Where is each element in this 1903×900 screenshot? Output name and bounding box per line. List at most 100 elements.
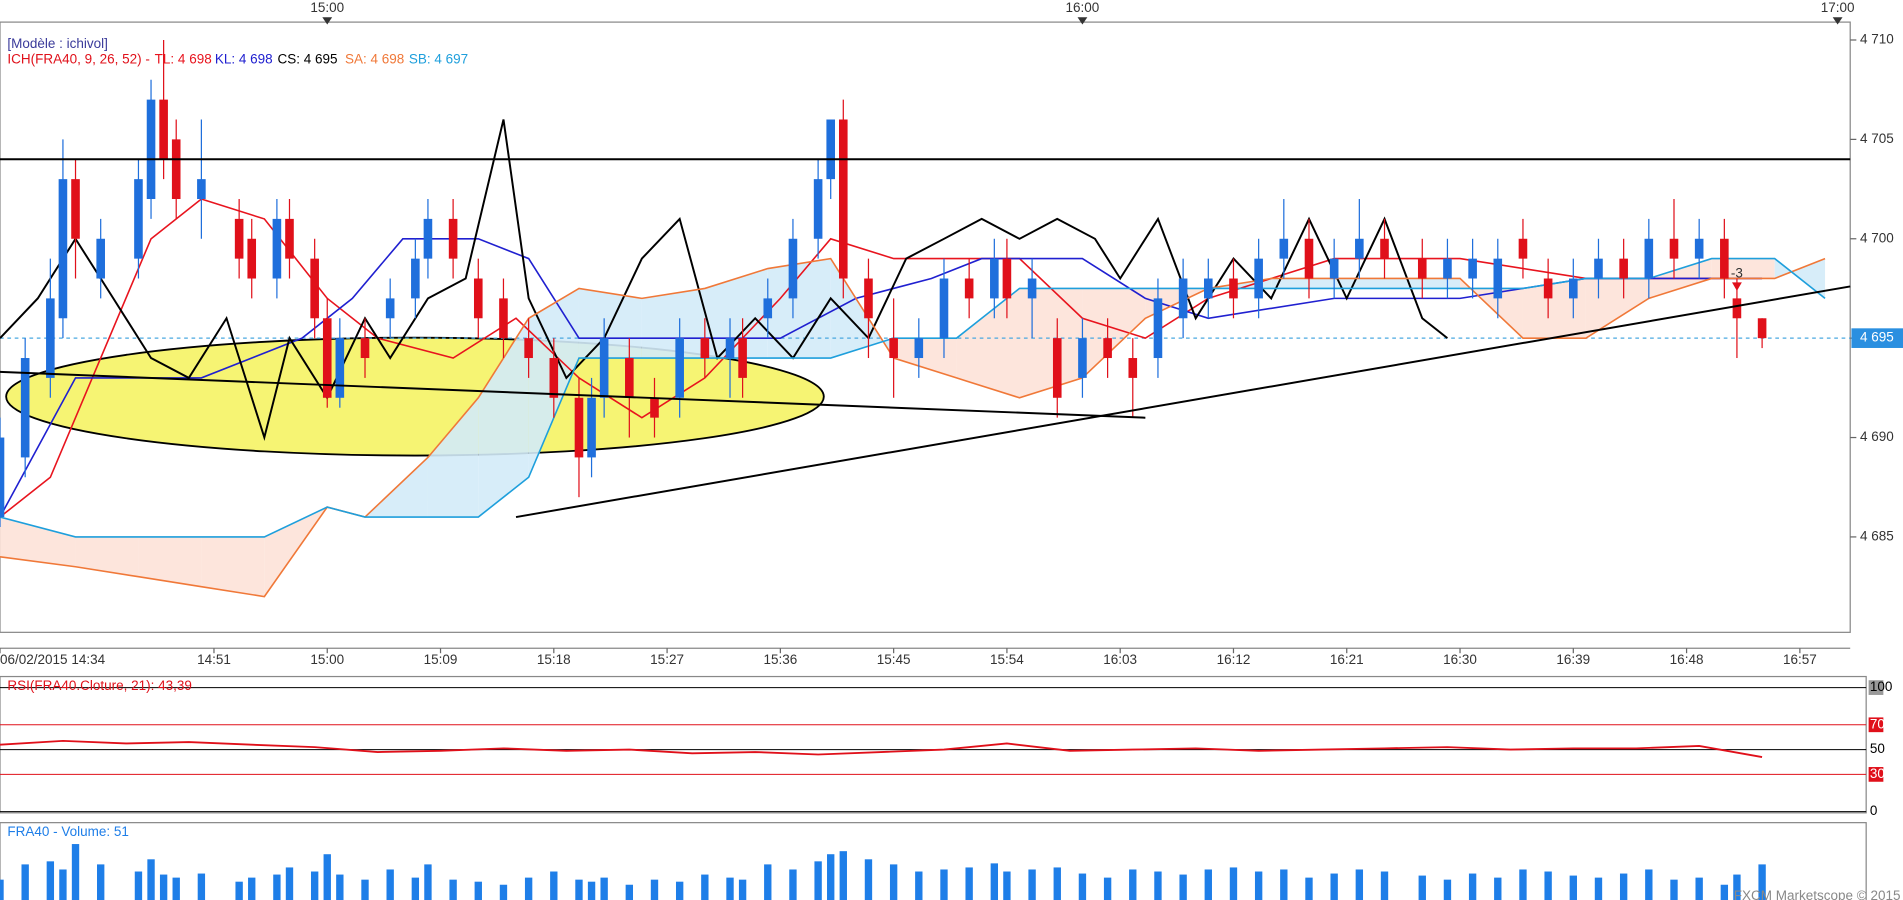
candle-body [574, 397, 584, 458]
trend-line [515, 285, 1851, 519]
candle-body [71, 179, 80, 239]
x-tick-label: 14:51 [197, 652, 231, 667]
candle-body [914, 338, 924, 359]
volume-bar [650, 879, 659, 900]
volume-bar [726, 877, 734, 900]
volume-bar [814, 861, 822, 900]
x-tick-label: 06/02/2015 14:34 [0, 652, 106, 667]
y-tick-box [1868, 717, 1884, 733]
volume-bar [0, 879, 4, 900]
volume-bar [1053, 867, 1061, 900]
candle-body [1329, 258, 1339, 279]
candle-body [1229, 278, 1238, 299]
volume-bar [550, 871, 558, 900]
candle-body [1153, 298, 1163, 359]
y-tick-label: 30 [1870, 766, 1885, 781]
top-tick [1832, 17, 1843, 25]
watermark: FXCM Marketscope © 2015 [1734, 888, 1901, 900]
x-tick-label: 15:45 [877, 652, 911, 667]
y-tick-label: 70 [1870, 716, 1885, 731]
volume-bar [1418, 875, 1426, 900]
volume-bar [71, 844, 80, 900]
y-tick-label: 100 [1870, 679, 1893, 694]
cloud [767, 258, 831, 359]
volume-bar [474, 881, 482, 900]
candle-body [524, 338, 533, 359]
template-title: [Modèle : ichivol] [7, 36, 108, 51]
cloud [1585, 278, 1649, 339]
volume-bar [1695, 877, 1703, 900]
volume-bar [273, 874, 281, 900]
volume-bar [134, 871, 143, 900]
candle-body [46, 298, 55, 378]
candle-body [1103, 338, 1112, 359]
marker-arrow [1732, 282, 1742, 291]
candle-body [473, 278, 483, 319]
legend-entry: KL: 4 698 [215, 52, 273, 67]
candle-body [96, 238, 105, 279]
x-tick-label: 15:09 [424, 652, 458, 667]
last-price-label: 4 695 [1860, 330, 1894, 345]
candle-body [650, 397, 659, 418]
candle-body [725, 338, 735, 359]
cloud [1271, 278, 1335, 289]
y-tick-label: 4 700 [1860, 230, 1894, 245]
legend-entry: CS: 4 695 [277, 52, 337, 67]
candle-body [360, 338, 370, 359]
volume-bar [675, 881, 684, 900]
candle-body [1493, 258, 1503, 299]
x-tick-label: 15:00 [310, 652, 344, 667]
volume-bar [827, 854, 835, 900]
volume-bar [738, 879, 747, 900]
volume-bar [1758, 864, 1766, 900]
volume-bar [59, 869, 67, 900]
x-tick-label: 16:03 [1103, 652, 1137, 667]
volume-bar [336, 874, 344, 900]
candle-body [285, 218, 294, 259]
cloud [478, 318, 529, 518]
last-price-box [1851, 328, 1903, 348]
candle-body [1002, 258, 1012, 299]
candle-body [826, 119, 836, 180]
volume-bar [1028, 869, 1036, 900]
candle-body [247, 238, 257, 279]
volume-bar [1154, 871, 1162, 900]
candle-body [1720, 238, 1729, 279]
volume-bar [1519, 869, 1527, 900]
volume-bar [965, 867, 973, 900]
volume-bar [889, 864, 898, 900]
volume-bar [172, 877, 180, 900]
volume-bar [915, 871, 923, 900]
candle-body [813, 179, 823, 239]
candle-body [146, 99, 156, 200]
candle-body [1380, 238, 1389, 259]
candle-body [1543, 278, 1553, 299]
legend-entry: SB: 4 697 [409, 52, 468, 67]
y-tick-label: 4 710 [1860, 32, 1894, 47]
y-tick-label: 4 705 [1860, 131, 1894, 146]
candle-body [411, 258, 420, 299]
y-tick-box [1868, 804, 1884, 819]
candle-body [625, 358, 634, 398]
volume-bar [789, 869, 797, 900]
cloud [201, 536, 265, 597]
legend-entry: SA: 4 698 [345, 52, 404, 67]
x-tick-label: 16:12 [1217, 652, 1251, 667]
candle-body [939, 278, 949, 339]
cloud [138, 536, 202, 587]
volume-bar [1078, 873, 1087, 900]
volume-bar [97, 864, 105, 900]
candle-body [159, 99, 168, 160]
volume-bar [285, 867, 294, 900]
x-tick-label: 15:36 [763, 652, 797, 667]
cloud [893, 338, 957, 378]
volume-bar [940, 869, 948, 900]
volume-bar [147, 859, 155, 900]
candle-body [385, 298, 395, 319]
top-tick-label: 15:00 [310, 0, 344, 15]
candle-body [1355, 238, 1364, 259]
trend-line [0, 370, 1146, 419]
candle-body [1518, 238, 1528, 259]
y-tick-box [1868, 742, 1884, 757]
